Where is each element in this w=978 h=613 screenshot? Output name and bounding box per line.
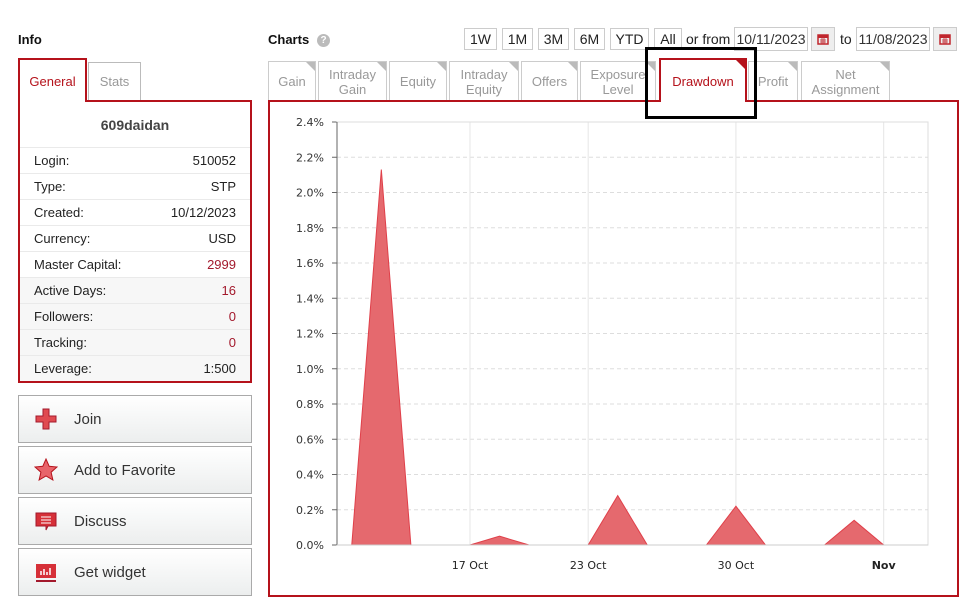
charts-heading: Charts	[268, 32, 310, 47]
action-label: Add to Favorite	[74, 461, 176, 479]
y-tick-label: 2.0%	[296, 187, 324, 200]
action-label: Join	[74, 410, 102, 428]
y-tick-label: 2.2%	[296, 151, 324, 164]
info-row-label: Currency:	[34, 231, 91, 246]
info-row-value: 16	[221, 283, 236, 298]
get-widget-button[interactable]: Get widget	[18, 548, 252, 596]
info-row-label: Type:	[34, 179, 66, 194]
from-date-input[interactable]: 10/11/2023	[734, 27, 808, 51]
info-row-label: Login:	[34, 153, 70, 168]
y-tick-label: 2.4%	[296, 116, 324, 129]
y-tick-label: 1.0%	[296, 363, 324, 376]
or-from-label: or from	[686, 31, 731, 47]
info-row-value: 10/12/2023	[170, 205, 236, 220]
tab-intraday-equity[interactable]: Intraday Equity	[449, 61, 519, 101]
y-tick-label: 1.8%	[296, 222, 324, 235]
x-tick-label: 17 Oct	[452, 559, 489, 572]
y-tick-label: 0.0%	[296, 539, 324, 552]
info-row-value: USD	[208, 231, 236, 246]
range-1m-button[interactable]: 1M	[502, 28, 533, 50]
add-to-favorite-button[interactable]: Add to Favorite	[18, 446, 252, 494]
comment-icon	[33, 508, 59, 534]
question-icon[interactable]: ?	[317, 34, 330, 47]
tab-general[interactable]: General	[18, 58, 87, 102]
info-row-value: STP	[210, 179, 236, 194]
info-row: Active Days: 16	[20, 277, 250, 303]
tab-equity[interactable]: Equity	[389, 61, 447, 101]
info-row-value: 2999	[207, 257, 236, 272]
account-name: 609daidan	[100, 116, 170, 133]
y-tick-label: 1.2%	[296, 328, 324, 341]
drawdown-area	[705, 505, 767, 546]
y-tick-label: 0.8%	[296, 398, 324, 411]
x-tick-label: 23 Oct	[570, 559, 607, 572]
drawdown-area	[351, 169, 412, 546]
join-button[interactable]: Join	[18, 395, 252, 443]
range-1w-button[interactable]: 1W	[464, 28, 497, 50]
tab-intraday-gain[interactable]: Intraday Gain	[318, 61, 387, 101]
calendar-icon[interactable]	[811, 27, 835, 51]
tab-drawdown[interactable]: Drawdown	[659, 58, 747, 102]
info-row-value: 0	[228, 335, 236, 350]
y-tick-label: 1.4%	[296, 292, 324, 305]
info-row: Master Capital: 2999	[20, 251, 250, 277]
range-3m-button[interactable]: 3M	[538, 28, 569, 50]
widget-chart-icon	[33, 559, 59, 585]
info-row-label: Leverage:	[34, 361, 92, 376]
info-row-label: Master Capital:	[34, 257, 122, 272]
to-date-input[interactable]: 11/08/2023	[856, 27, 930, 51]
drawdown-area	[587, 494, 649, 546]
y-tick-label: 0.4%	[296, 469, 324, 482]
discuss-button[interactable]: Discuss	[18, 497, 252, 545]
y-tick-label: 0.2%	[296, 504, 324, 517]
range-6m-button[interactable]: 6M	[574, 28, 605, 50]
info-row: Currency: USD	[20, 225, 250, 251]
tab-gain[interactable]: Gain	[268, 61, 316, 101]
action-label: Get widget	[74, 563, 146, 581]
info-row: Followers: 0	[20, 303, 250, 329]
tab-exposure-level[interactable]: Exposure Level	[580, 61, 656, 101]
info-row-label: Created:	[34, 205, 84, 220]
x-tick-label: 30 Oct	[718, 559, 755, 572]
info-row-label: Active Days:	[34, 283, 107, 298]
info-row: Type: STP	[20, 173, 250, 199]
drawdown-area	[823, 519, 886, 546]
info-row-label: Tracking:	[34, 335, 87, 350]
y-tick-label: 1.6%	[296, 257, 324, 270]
calendar-icon[interactable]	[933, 27, 957, 51]
info-row: Login: 510052	[20, 147, 250, 173]
star-icon	[33, 457, 59, 483]
info-row-value: 510052	[192, 153, 236, 168]
plus-icon	[33, 406, 59, 432]
info-row-label: Followers:	[34, 309, 94, 324]
y-tick-label: 0.6%	[296, 433, 324, 446]
tab-stats[interactable]: Stats	[88, 62, 141, 100]
info-heading: Info	[18, 32, 42, 47]
action-label: Discuss	[74, 512, 127, 530]
info-row: Tracking: 0	[20, 329, 250, 355]
range-ytd-button[interactable]: YTD	[610, 28, 649, 50]
info-row-value: 0	[228, 309, 236, 324]
to-label: to	[840, 31, 852, 47]
info-panel: 609daidan Login: 510052 Type: STP Created: 10…	[18, 100, 252, 383]
drawdown-area	[469, 535, 530, 546]
tab-offers[interactable]: Offers	[521, 61, 578, 101]
x-tick-label: Nov	[872, 559, 897, 572]
info-row: Leverage: 1:500	[20, 355, 250, 381]
highlight-box	[645, 47, 757, 119]
tab-net-assignment[interactable]: Net Assignment	[801, 61, 890, 101]
info-row: Created: 10/12/2023	[20, 199, 250, 225]
info-row-value: 1:500	[203, 361, 236, 376]
